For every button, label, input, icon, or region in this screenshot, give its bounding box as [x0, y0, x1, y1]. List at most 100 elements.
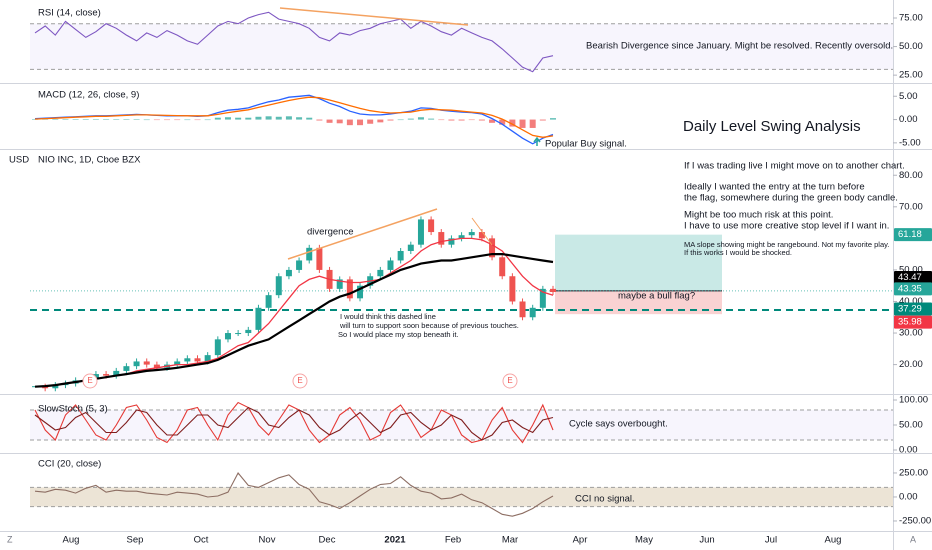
annotation: CCI no signal.	[575, 494, 635, 505]
histogram-bar	[194, 119, 201, 121]
x-tick-label: Aug	[825, 535, 842, 546]
x-tick-label: 2021	[384, 535, 406, 546]
histogram-bar	[224, 117, 231, 120]
candle	[285, 269, 292, 277]
candle	[417, 219, 424, 245]
x-tick-label: Apr	[573, 535, 588, 546]
candle	[52, 385, 59, 389]
candle	[346, 279, 353, 299]
candle	[489, 238, 496, 258]
candle	[519, 301, 526, 318]
histogram-bar	[296, 117, 303, 120]
histogram-bar	[407, 118, 414, 120]
histogram-bar	[478, 119, 485, 121]
histogram-bar	[123, 119, 130, 120]
histogram-bar	[468, 119, 475, 121]
histogram-bar	[326, 119, 333, 123]
y-tick-label: -250.00	[899, 515, 931, 526]
candle	[153, 364, 160, 368]
note: the flag, somewhere during the green bod…	[684, 193, 898, 204]
candle	[306, 247, 313, 261]
histogram-bar	[235, 117, 242, 120]
histogram-bar	[143, 119, 150, 121]
candle	[296, 260, 303, 270]
candle	[539, 288, 546, 308]
candle	[42, 386, 49, 389]
histogram-bar	[336, 119, 343, 124]
y-tick-label: -5.00	[899, 137, 921, 148]
y-tick-label: 80.00	[899, 170, 923, 181]
histogram-bar	[285, 116, 292, 120]
histogram-bar	[265, 116, 272, 120]
histogram-bar	[489, 119, 496, 123]
candle	[204, 355, 211, 362]
price-badge-label: 61.18	[898, 229, 922, 240]
note: If I was trading live I might move on to…	[684, 161, 905, 172]
candle	[194, 358, 201, 362]
candle	[357, 285, 364, 299]
currency: USD	[9, 155, 29, 166]
price-badge-label: 37.29	[898, 304, 922, 315]
histogram-bar	[255, 116, 262, 120]
buy-arrow	[533, 136, 541, 146]
candle	[509, 276, 516, 302]
price-badge	[894, 302, 932, 316]
candle	[550, 288, 556, 293]
stop-zone	[555, 290, 722, 315]
candle	[214, 339, 221, 356]
candle	[113, 370, 120, 376]
x-tick-label: Jul	[765, 535, 777, 546]
note: I have to use more creative stop level i…	[684, 221, 889, 232]
annotation: Bearish Divergence since January. Might …	[586, 41, 893, 52]
x-tick-label: Dec	[319, 535, 336, 546]
note: Ideally I wanted the entry at the turn b…	[684, 182, 865, 193]
note: MA slope showing might be rangebound. No…	[684, 240, 889, 249]
histogram-bar	[275, 116, 282, 120]
candle	[133, 361, 140, 367]
marks	[32, 11, 556, 517]
x-tick-label: Sep	[127, 535, 144, 546]
price-badge	[894, 228, 932, 242]
histogram-bar	[306, 117, 313, 120]
histogram-bar	[153, 119, 160, 121]
price-badge-label: 43.47	[898, 272, 922, 283]
histogram-bar	[529, 119, 536, 128]
x-tick-label: Jun	[699, 535, 714, 546]
price-badge	[894, 315, 932, 329]
candle	[123, 366, 130, 371]
candle	[468, 232, 475, 236]
histogram-bar	[499, 119, 506, 125]
candle	[143, 361, 150, 365]
candle	[387, 260, 394, 270]
band-fill	[30, 487, 893, 507]
candle	[458, 235, 465, 239]
candle	[235, 333, 242, 335]
candle	[478, 232, 485, 239]
histogram-bar	[397, 119, 404, 121]
histogram-bar	[103, 119, 110, 120]
x-tick-label: Feb	[445, 535, 461, 546]
rsi-trendline	[279, 7, 469, 26]
heading: Daily Level Swing Analysis	[683, 118, 861, 135]
earnings-marker	[82, 373, 98, 389]
candle	[245, 329, 252, 334]
symbol-title: NIO INC, 1D, Cboe BZX	[38, 155, 141, 166]
price-badge	[894, 282, 932, 296]
histogram-bar	[519, 119, 526, 128]
note: If this works I would be shocked.	[684, 248, 792, 257]
histogram-bar	[214, 117, 221, 120]
histogram-bar	[174, 119, 181, 121]
candle	[336, 279, 343, 289]
histogram-bar	[438, 119, 445, 121]
axis-labels: 75.00 50.00 25.00 5.00 0.00 -5.00 80.00 70.00 50…	[63, 13, 932, 546]
moving-average	[34, 253, 554, 388]
x-tick-label: Oct	[194, 535, 209, 546]
histogram-bar	[346, 119, 353, 126]
histogram-bar	[550, 118, 556, 120]
price-trendline	[287, 208, 438, 260]
annotation: will turn to support soon because of pre…	[339, 321, 519, 330]
histogram-bar	[62, 119, 69, 120]
x-tick-label: Nov	[259, 535, 276, 546]
candle	[397, 250, 404, 261]
panel-title: CCI (20, close)	[38, 459, 101, 470]
